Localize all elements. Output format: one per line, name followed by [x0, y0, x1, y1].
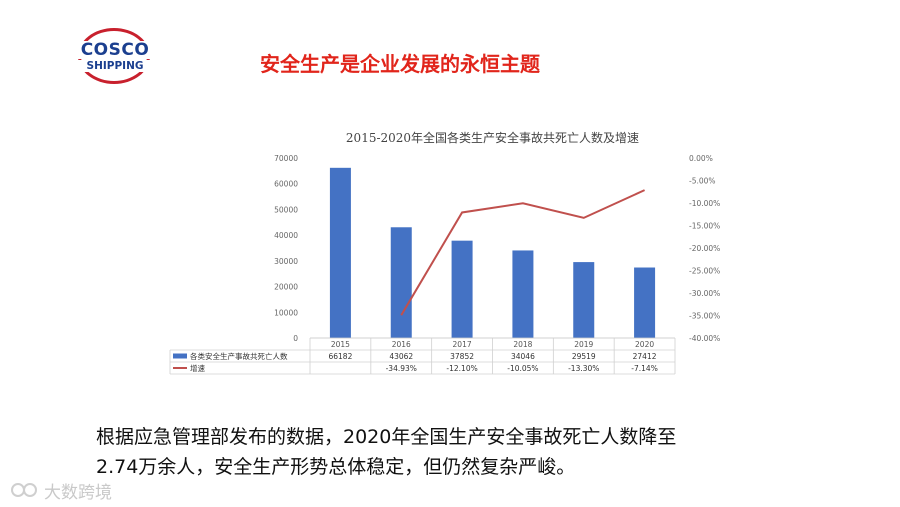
- bar-2016: [390, 227, 412, 338]
- body-text-line2: 2.74万余人，安全生产形势总体稳定，但仍然复杂严峻。: [96, 456, 576, 478]
- x-tick-label: 2018: [513, 340, 532, 349]
- bar-2019: [573, 262, 595, 338]
- logo-line2: SHIPPING: [70, 60, 160, 72]
- y-left-tick-label: 30000: [274, 257, 298, 266]
- bar-2018: [512, 250, 534, 338]
- logo-line1: COSCO: [70, 41, 160, 59]
- body-text-line1: 根据应急管理部发布的数据，2020年全国生产安全事故死亡人数降至: [96, 426, 677, 448]
- data-label-deaths: 37852: [450, 352, 474, 361]
- slide-title: 安全生产是企业发展的永恒主题: [260, 52, 540, 76]
- y-left-tick-label: 50000: [274, 205, 298, 214]
- watermark-text: 大数跨境: [44, 482, 112, 503]
- legend-label: 增速: [190, 363, 205, 373]
- y-left-tick-label: 10000: [274, 308, 298, 317]
- y-right-tick-label: -35.00%: [689, 312, 720, 321]
- x-tick-label: 2019: [574, 340, 593, 349]
- y-left-tick-label: 0: [293, 334, 298, 343]
- chart-svg: 2015-2020年全国各类生产安全事故共死亡人数及增速 0 10000 20000 3…: [169, 130, 720, 375]
- legend-label: 各类安全生产事故共死亡人数: [190, 351, 288, 361]
- chart: 2015-2020年全国各类生产安全事故共死亡人数及增速 0 10000 20000 3…: [140, 120, 760, 390]
- data-label-deaths: 43062: [389, 352, 413, 361]
- data-label-deaths: 27412: [633, 352, 657, 361]
- body-text: 根据应急管理部发布的数据，2020年全国生产安全事故死亡人数降至 2.74万余人…: [96, 422, 836, 482]
- data-label-growth: -7.14%: [631, 364, 658, 373]
- legend-key-bar: [173, 353, 187, 359]
- x-tick-label: 2016: [392, 340, 411, 349]
- y-right-tick-label: -40.00%: [689, 334, 720, 343]
- x-tick-label: 2020: [635, 340, 654, 349]
- data-label-growth: -34.93%: [386, 364, 417, 373]
- y-right-tick-label: -30.00%: [689, 289, 720, 298]
- chart-title: 2015-2020年全国各类生产安全事故共死亡人数及增速: [346, 130, 639, 145]
- data-label-deaths: 34046: [511, 352, 535, 361]
- watermark-logo-icon: [11, 483, 37, 497]
- data-label-deaths: 66182: [328, 352, 352, 361]
- data-label-growth: -10.05%: [507, 364, 538, 373]
- x-tick-label: 2015: [331, 340, 350, 349]
- y-left-tick-label: 60000: [274, 180, 298, 189]
- y-right-tick-label: -10.00%: [689, 199, 720, 208]
- y-left-tick-label: 40000: [274, 231, 298, 240]
- y-left-tick-label: 20000: [274, 283, 298, 292]
- watermark: 大数跨境: [10, 478, 112, 503]
- y-left-tick-label: 70000: [274, 154, 298, 163]
- y-right-tick-label: -5.00%: [689, 177, 716, 186]
- bar-2020: [634, 267, 656, 338]
- bar-2017: [451, 240, 473, 338]
- bar-2015: [329, 167, 351, 338]
- y-right-tick-label: -25.00%: [689, 267, 720, 276]
- data-label-growth: -12.10%: [446, 364, 477, 373]
- data-label-deaths: 29519: [572, 352, 596, 361]
- x-tick-label: 2017: [453, 340, 472, 349]
- y-right-tick-label: 0.00%: [689, 154, 713, 163]
- y-right-tick-label: -15.00%: [689, 222, 720, 231]
- y-right-tick-label: -20.00%: [689, 244, 720, 253]
- data-label-growth: -13.30%: [568, 364, 599, 373]
- cosco-shipping-logo: COSCO SHIPPING: [70, 28, 160, 86]
